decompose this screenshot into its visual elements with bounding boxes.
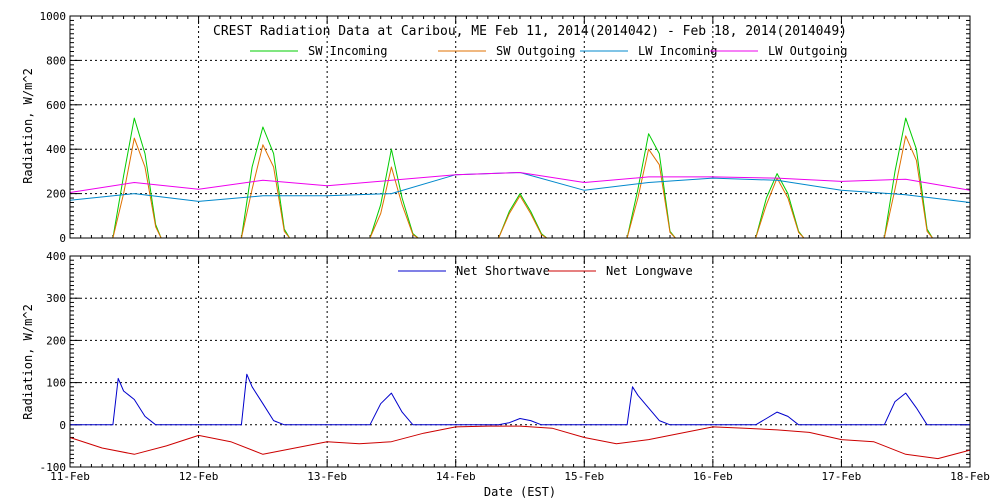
y-tick-label: 300	[46, 292, 66, 305]
legend-label: SW Outgoing	[496, 44, 575, 58]
x-tick-label: 14-Feb	[436, 470, 476, 483]
x-tick-label: 12-Feb	[179, 470, 219, 483]
y-tick-label: 200	[46, 334, 66, 347]
y-tick-label: 600	[46, 99, 66, 112]
y-tick-label: 800	[46, 54, 66, 67]
y-tick-label: 400	[46, 143, 66, 156]
chart-title: CREST Radiation Data at Caribou, ME Feb …	[213, 24, 847, 39]
plot-frame	[69, 15, 971, 239]
y-tick-label: 100	[46, 377, 66, 390]
legend-label: Net Shortwave	[456, 264, 550, 278]
series-line	[69, 172, 971, 193]
x-tick-label: 17-Feb	[822, 470, 862, 483]
y-tick-label: 200	[46, 188, 66, 201]
y-tick-label: 0	[59, 232, 66, 245]
x-tick-label: 15-Feb	[564, 470, 604, 483]
series-line	[70, 373, 970, 426]
x-tick-label: 13-Feb	[307, 470, 347, 483]
series-line	[69, 172, 971, 203]
bottom-panel: 11-Feb 12-Feb 13-Feb 14-Feb 15-Feb 16-Feb 17-F…	[40, 250, 990, 483]
legend-label: LW Incoming	[638, 44, 717, 58]
series-line	[70, 117, 970, 239]
legend-label: SW Incoming	[308, 44, 387, 58]
y-tick-label: 1000	[40, 10, 67, 23]
x-tick-label: 16-Feb	[693, 470, 733, 483]
top-panel: 0 200 400 600 800 1000 SW Incoming SW Outgoing L…	[40, 10, 971, 245]
top-y-axis-label: Radiation, W/m^2	[21, 68, 35, 184]
x-tick-label: 11-Feb	[50, 470, 90, 483]
y-tick-label: -100	[40, 461, 67, 474]
plot-frame	[69, 255, 971, 468]
x-axis-label: Date (EST)	[484, 485, 556, 499]
legend-label: Net Longwave	[606, 264, 693, 278]
series-line	[69, 425, 971, 460]
y-tick-label: 0	[59, 419, 66, 432]
bottom-y-axis-label: Radiation, W/m^2	[21, 304, 35, 420]
x-tick-label: 18-Feb	[950, 470, 990, 483]
series-line	[70, 135, 970, 239]
legend-label: LW Outgoing	[768, 44, 847, 58]
y-tick-label: 400	[46, 250, 66, 263]
